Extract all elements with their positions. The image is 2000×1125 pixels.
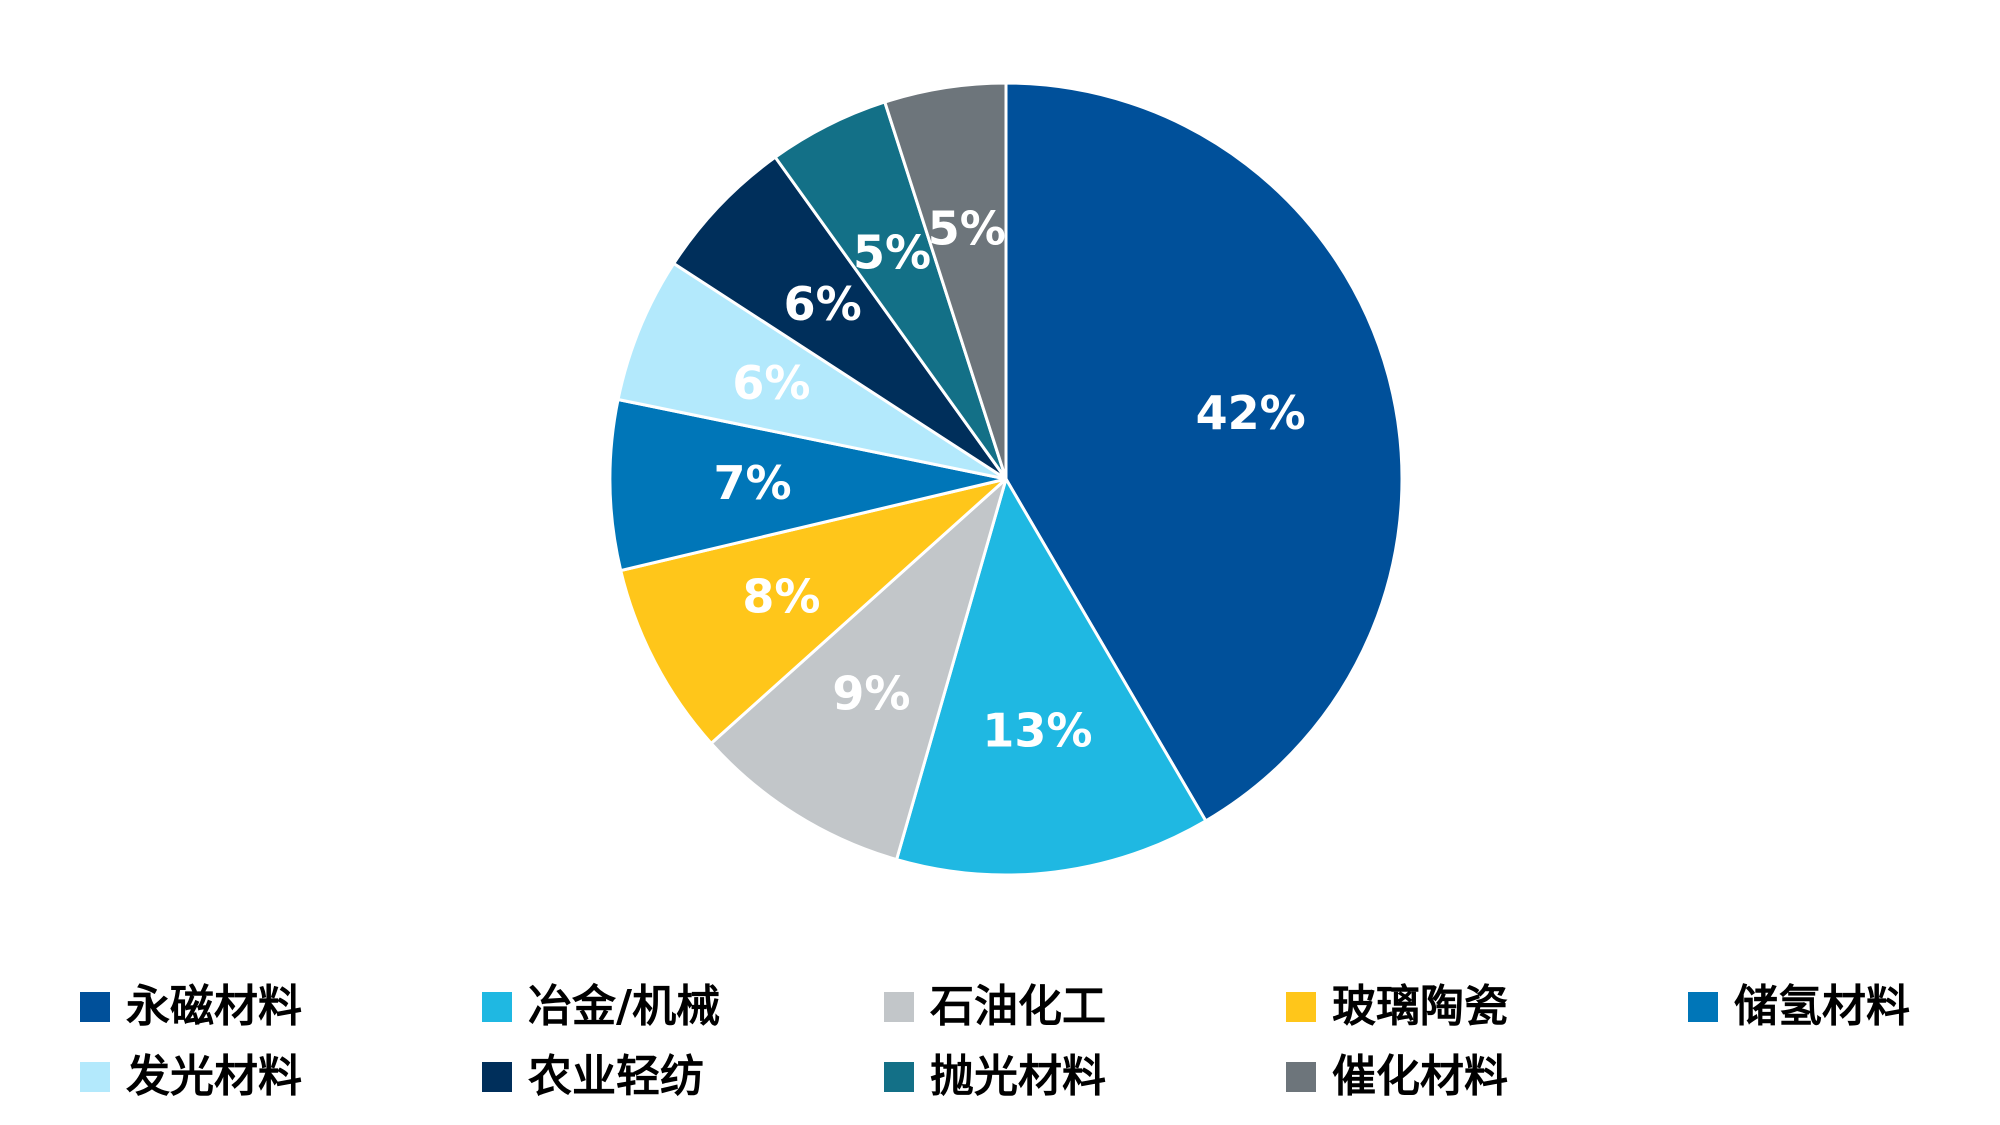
pie-slice-0: [1004, 81, 1404, 823]
pie-slice-1: [895, 477, 1208, 877]
pie-value-labels: 42%13%9%8%7%6%6%5%5%: [714, 202, 1306, 758]
legend-label: 储氢材料: [1734, 981, 1910, 1032]
legend-item-2: 石油化工: [884, 982, 1286, 1032]
legend-label: 抛光材料: [930, 1051, 1106, 1102]
pie-value-label-6: 6%: [784, 277, 862, 331]
legend-swatch: [884, 1062, 914, 1092]
legend-label: 发光材料: [126, 1051, 302, 1102]
pie-value-label-7: 5%: [853, 226, 931, 280]
pie-slice-2: [709, 477, 1008, 862]
legend-swatch: [80, 992, 110, 1022]
legend-swatch: [884, 992, 914, 1022]
legend-label: 石油化工: [930, 981, 1106, 1032]
legend-item-6: 农业轻纺: [482, 1052, 884, 1102]
pie-value-label-4: 7%: [714, 456, 792, 510]
pie-value-label-8: 5%: [928, 202, 1006, 256]
legend-swatch: [1286, 992, 1316, 1022]
legend-item-7: 抛光材料: [884, 1052, 1286, 1102]
pie-slice-6: [672, 155, 1008, 481]
legend-label: 冶金/机械: [528, 981, 721, 1032]
pie-value-label-5: 6%: [732, 356, 810, 410]
chart-legend: 永磁材料 冶金/机械 石油化工 玻璃陶瓷 储氢材料发光材料 农业轻纺 抛光材料 催化材料: [80, 982, 1960, 1102]
legend-swatch: [1286, 1062, 1316, 1092]
legend-item-8: 催化材料: [1286, 1052, 1688, 1102]
pie-value-label-2: 9%: [832, 667, 910, 721]
legend-swatch: [482, 1062, 512, 1092]
legend-swatch: [80, 1062, 110, 1092]
legend-item-0: 永磁材料: [80, 982, 482, 1032]
pie-value-label-0: 42%: [1196, 386, 1306, 440]
pie-slice-4: [608, 397, 1008, 573]
legend-item-3: 玻璃陶瓷: [1286, 982, 1688, 1032]
legend-swatch: [482, 992, 512, 1022]
legend-item-5: 发光材料: [80, 1052, 482, 1102]
pie-slices: [608, 81, 1404, 877]
pie-value-label-1: 13%: [982, 703, 1092, 757]
legend-label: 农业轻纺: [528, 1051, 704, 1102]
legend-item-1: 冶金/机械: [482, 982, 884, 1032]
legend-label: 玻璃陶瓷: [1332, 981, 1508, 1032]
pie-slice-3: [619, 477, 1008, 745]
legend-label: 催化材料: [1332, 1051, 1508, 1102]
pie-slice-8: [883, 81, 1008, 481]
legend-label: 永磁材料: [126, 981, 302, 1032]
pie-slice-5: [616, 261, 1008, 481]
pie-value-label-3: 8%: [742, 570, 820, 624]
legend-swatch: [1688, 992, 1718, 1022]
legend-item-4: 储氢材料: [1688, 982, 2000, 1032]
